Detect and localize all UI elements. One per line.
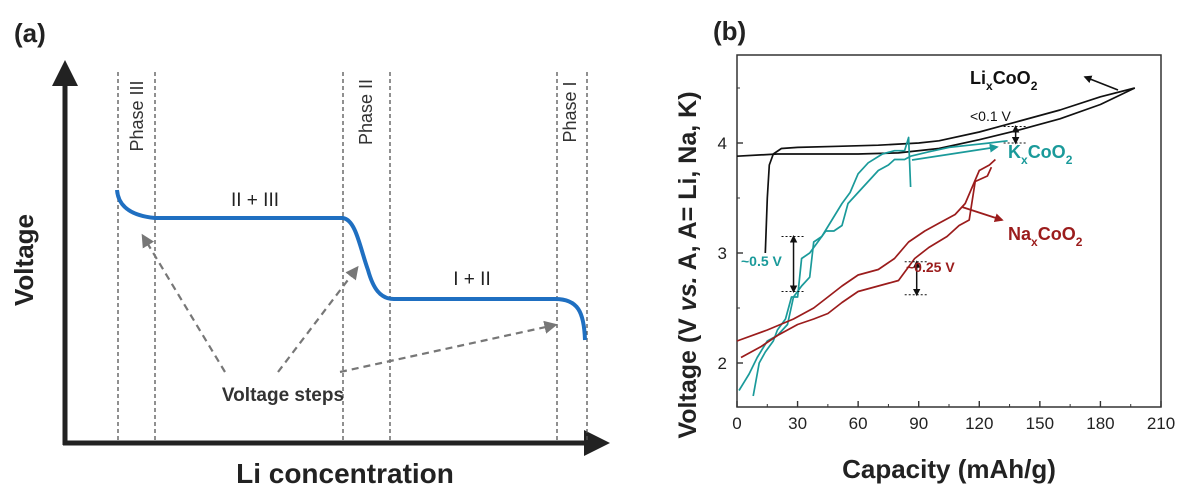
x-tick-label: 60 — [849, 414, 868, 433]
x-tick-label: 30 — [788, 414, 807, 433]
panel-b-label: (b) — [713, 16, 746, 46]
series-line-na — [740, 166, 993, 359]
label-part: CoO — [1028, 142, 1066, 162]
annotation-li-step: <0.1 V — [970, 108, 1012, 124]
step-arrow — [141, 233, 226, 373]
voltage-step-arrows — [141, 233, 558, 374]
x-tick-label: 120 — [965, 414, 993, 433]
annotation-k-step: ~0.5 V — [741, 253, 783, 269]
phase-label-ii: Phase II — [356, 79, 376, 145]
step-arrow — [339, 320, 558, 374]
label-sub: 2 — [1076, 235, 1083, 249]
label-sub: x — [1021, 153, 1028, 167]
panel-b-y-label: Voltage (V vs. A, A= Li, Na, K) — [674, 91, 702, 438]
x-tick-label: 90 — [909, 414, 928, 433]
y-ticks: 2 3 4 — [718, 87, 743, 373]
x-tick-label: 210 — [1147, 414, 1175, 433]
panel-a-x-arrowhead — [584, 430, 610, 456]
voltage-steps-label: Voltage steps — [222, 385, 344, 406]
y-label-part-1: Voltage (V — [674, 311, 702, 438]
x-tick-label: 150 — [1026, 414, 1054, 433]
series-line-na — [736, 158, 996, 342]
nacoo2-pointer — [961, 206, 1004, 223]
phase-boundaries — [117, 72, 588, 443]
plot-frame — [736, 54, 1162, 408]
y-tick-label: 4 — [718, 134, 727, 153]
licoo2-pointer — [1083, 75, 1119, 91]
y-tick-label: 3 — [718, 244, 727, 263]
series-label-kcoo2: KxCoO2 — [1008, 142, 1073, 167]
series-line-li — [736, 87, 1136, 158]
x-tick-label: 0 — [732, 414, 741, 433]
y-label-part-3: A, A= Li, Na, K) — [674, 91, 702, 276]
panel-a-y-label: Voltage — [9, 214, 39, 306]
annotation-na-step: ~0.25 V — [906, 259, 955, 275]
panel-a-x-label: Li concentration — [236, 458, 454, 489]
series-label-licoo2: LixCoO2 — [970, 68, 1038, 93]
region-label-i-ii: I + II — [453, 269, 491, 290]
label-sub: x — [1031, 235, 1038, 249]
region-label-ii-iii: II + III — [231, 190, 279, 211]
phase-label-i: Phase I — [560, 81, 580, 142]
step-arrow — [277, 265, 359, 373]
series-group — [736, 87, 1136, 397]
x-ticks: 0 30 60 90 120 150 180 210 — [732, 401, 1175, 433]
label-sub: x — [986, 79, 993, 93]
label-part: K — [1008, 142, 1021, 162]
panel-a-y-arrowhead — [52, 60, 78, 86]
label-part: CoO — [1038, 224, 1076, 244]
panel-b-x-label: Capacity (mAh/g) — [842, 454, 1056, 484]
x-tick-label: 180 — [1086, 414, 1114, 433]
y-label-part-2: vs. — [674, 276, 702, 311]
series-line-li — [764, 87, 1136, 254]
series-line-k — [752, 139, 1008, 397]
panel-a: (a) Li concentration Voltage Phase III P… — [9, 18, 610, 489]
kcoo2-pointer — [911, 143, 999, 161]
label-sub: 2 — [1066, 153, 1073, 167]
phase-label-iii: Phase III — [127, 80, 147, 151]
voltage-profile-curve — [115, 189, 587, 341]
y-tick-label: 2 — [718, 354, 727, 373]
label-part: Li — [970, 68, 986, 88]
label-sub: 2 — [1031, 79, 1038, 93]
panel-b: (b) 0 30 60 90 120 150 180 210 2 3 4 Capacity (mA… — [674, 16, 1175, 484]
step-markers — [781, 125, 1028, 297]
series-label-nacoo2: NaxCoO2 — [1008, 224, 1083, 249]
label-part: CoO — [993, 68, 1031, 88]
label-part: Na — [1008, 224, 1032, 244]
panel-a-label: (a) — [14, 18, 46, 48]
